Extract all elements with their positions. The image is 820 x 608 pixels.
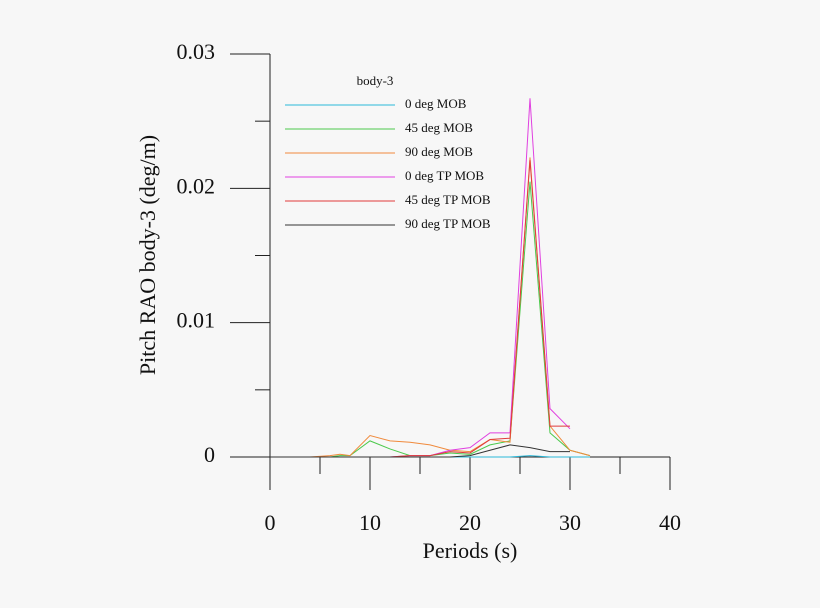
x-axis-title: Periods (s) (423, 538, 518, 563)
x-tick-label: 0 (265, 510, 276, 535)
x-tick-label: 10 (359, 510, 381, 535)
y-tick-label: 0 (204, 442, 215, 467)
x-tick-label: 30 (559, 510, 581, 535)
series-line (270, 444, 570, 458)
legend-label: 90 deg TP MOB (405, 216, 491, 231)
legend-label: 45 deg MOB (405, 120, 473, 135)
legend-label: 0 deg MOB (405, 96, 467, 111)
x-tick-label: 20 (459, 510, 481, 535)
y-tick-label: 0.03 (177, 39, 216, 64)
x-tick-label: 40 (659, 510, 681, 535)
y-tick-label: 0.02 (177, 173, 216, 198)
legend-label: 0 deg TP MOB (405, 168, 484, 183)
y-tick-label: 0.01 (177, 308, 216, 333)
legend-label: 45 deg TP MOB (405, 192, 491, 207)
legend-title: body-3 (357, 73, 394, 88)
y-axis-title: Pitch RAO body-3 (deg/m) (135, 135, 160, 375)
legend-label: 90 deg MOB (405, 144, 473, 159)
